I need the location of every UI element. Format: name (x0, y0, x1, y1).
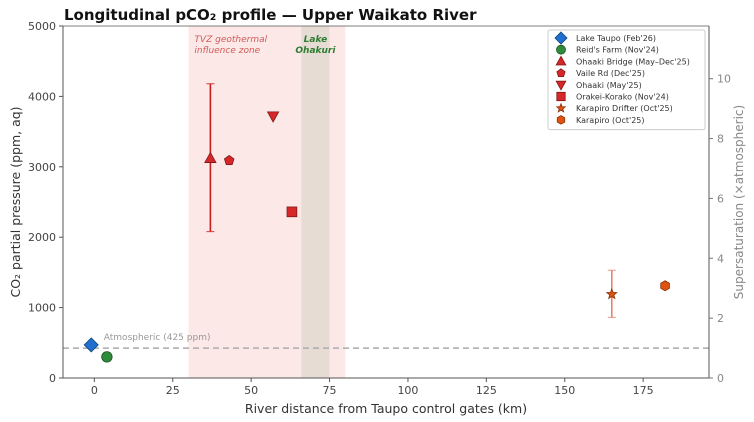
x-tick-label: 125 (476, 384, 497, 397)
data-point (83, 337, 99, 353)
legend-marker (554, 31, 568, 45)
legend-marker (556, 115, 566, 125)
y-tick-label: 5000 (28, 20, 56, 33)
y-tick-label: 4000 (28, 90, 56, 103)
chart-title: Longitudinal pCO₂ profile — Upper Waikat… (64, 6, 477, 24)
y-tick-label: 0 (49, 372, 56, 385)
legend-label: Ohaaki Bridge (May–Dec'25) (576, 57, 690, 66)
x-tick-label: 50 (244, 384, 258, 397)
legend-label: Lake Taupo (Feb'26) (576, 34, 656, 43)
x-tick-label: 175 (633, 384, 654, 397)
x-axis-label: River distance from Taupo control gates … (245, 401, 527, 416)
legend-marker (556, 68, 566, 77)
legend-label: Ohaaki (May'25) (576, 81, 642, 90)
tvz-zone-label: influence zone (194, 46, 260, 56)
reference-line-label: Atmospheric (425 ppm) (104, 333, 211, 343)
y-tick-label: 2000 (28, 231, 56, 244)
legend-marker (556, 91, 566, 102)
x-tick-label: 100 (397, 384, 418, 397)
legend-label: Karapiro Drifter (Oct'25) (576, 104, 673, 113)
legend: Lake Taupo (Feb'26) Reid's Farm (Nov'24) O… (547, 29, 706, 131)
legend-label: Vaile Rd (Dec'25) (576, 69, 645, 78)
y-tick-label: 3000 (28, 161, 56, 174)
lake-ohakuri-label: Ohakuri (295, 46, 336, 56)
y2-tick-label: 10 (717, 73, 731, 86)
tvz-zone-label: TVZ geothermal (194, 35, 267, 45)
legend-marker (555, 102, 567, 113)
y-tick-label: 1000 (28, 302, 56, 315)
x-tick-label: 25 (166, 384, 180, 397)
y2-tick-label: 4 (717, 252, 724, 265)
legend-marker (556, 44, 566, 55)
lake-ohakuri-label: Lake (304, 35, 328, 45)
data-points (83, 83, 670, 363)
data-point (101, 351, 113, 363)
y2-axis-label: Supersaturation (×atmospheric) (732, 105, 746, 299)
y-axis-label: CO₂ partial pressure (ppm, aq) (8, 106, 23, 297)
y2-tick-label: 0 (717, 372, 724, 385)
legend-box (547, 29, 706, 131)
data-point (223, 154, 235, 165)
legend-label: Orakei-Korako (Nov'24) (576, 93, 669, 102)
legend-marker (555, 55, 567, 66)
legend-marker (555, 80, 567, 91)
atmospheric-reference-line: Atmospheric (425 ppm) (63, 333, 709, 349)
data-point (266, 111, 280, 123)
legend-label: Karapiro (Oct'25) (576, 116, 645, 125)
x-tick-label: 75 (323, 384, 337, 397)
data-point (204, 151, 217, 163)
y2-tick-label: 2 (717, 312, 724, 325)
x-tick-label: 150 (554, 384, 575, 397)
data-point (286, 206, 298, 218)
data-point (660, 280, 670, 292)
data-point (605, 287, 618, 300)
y2-tick-label: 8 (717, 133, 724, 146)
y2-tick-label: 6 (717, 192, 724, 205)
x-tick-label: 0 (91, 384, 98, 397)
legend-label: Reid's Farm (Nov'24) (576, 46, 659, 55)
shaded-region (301, 26, 330, 378)
